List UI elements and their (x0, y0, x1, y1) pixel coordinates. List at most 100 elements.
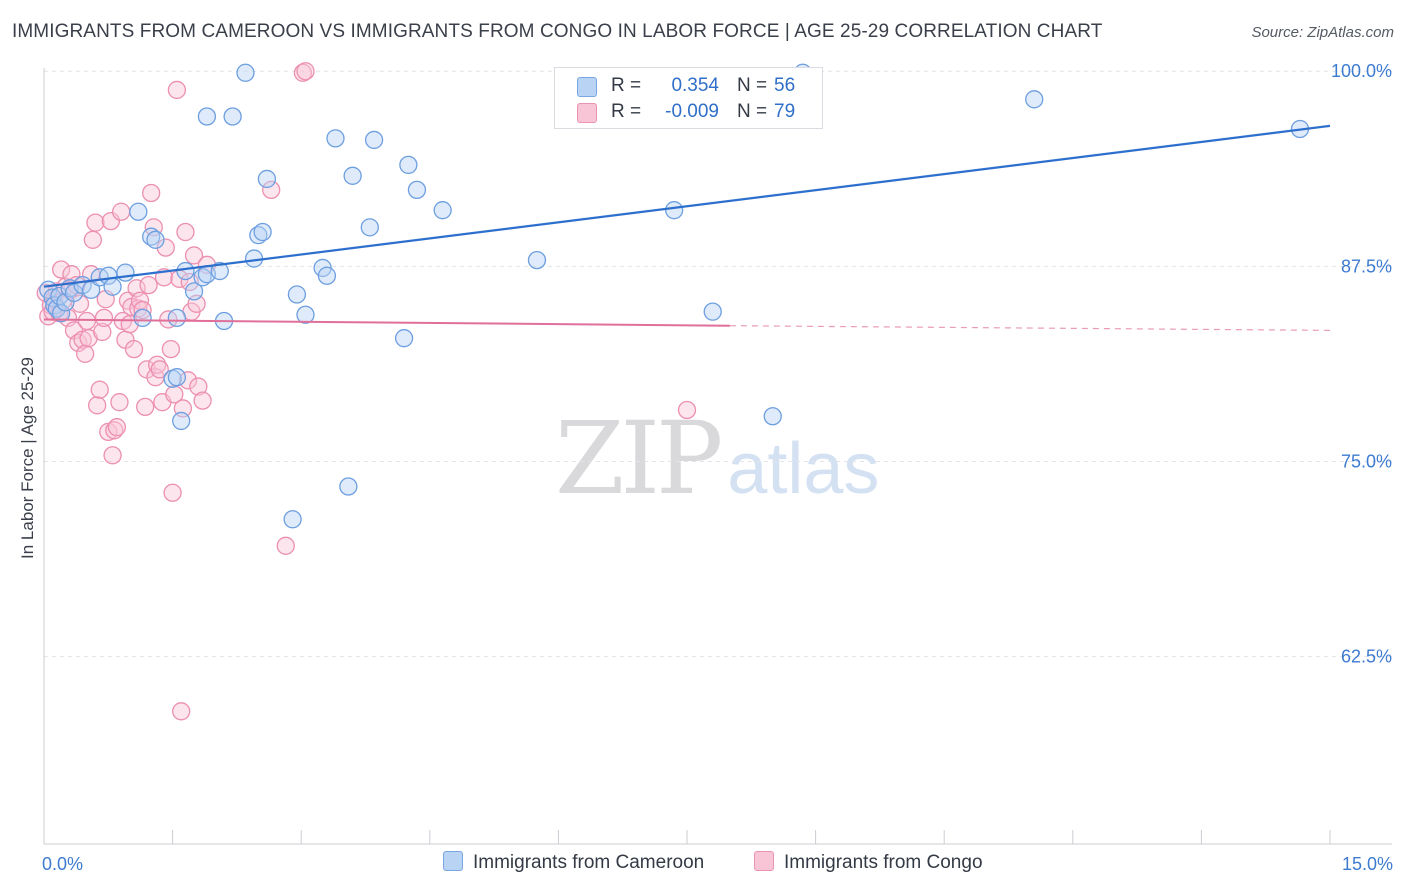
cameroon-point (129, 202, 148, 221)
n-label: N = (737, 75, 768, 96)
grid-layer (44, 70, 1392, 658)
y-tick-label: 87.5% (1341, 256, 1392, 276)
cameroon-point (317, 266, 337, 285)
cameroon-point (167, 368, 187, 387)
source-label: Source: ZipAtlas.com (1251, 24, 1394, 41)
cameroon-point (763, 407, 782, 426)
congo-swatch (577, 103, 597, 123)
congo-point (112, 202, 131, 221)
cameroon-point (146, 230, 165, 249)
congo-point (94, 308, 114, 328)
cameroon-point (527, 250, 547, 270)
cameroon-swatch (577, 77, 597, 97)
r-label: R = (611, 101, 642, 122)
congo-point (107, 418, 127, 437)
congo-point (88, 396, 107, 415)
stats-row-congo: R = -0.009 N = 79 (555, 100, 822, 126)
congo-legend-label: Immigrants from Congo (784, 852, 983, 873)
congo-point (133, 300, 152, 320)
congo-point (262, 180, 281, 200)
congo-point (103, 446, 122, 465)
cameroon-point (133, 308, 152, 328)
cameroon-point (210, 261, 229, 281)
legend-item-congo[interactable]: Immigrants from Congo (754, 851, 983, 874)
cameroon-point (176, 261, 195, 281)
chart-title: IMMIGRANTS FROM CAMEROON VS IMMIGRANTS F… (12, 21, 1103, 42)
cameroon-point (326, 129, 345, 148)
cameroon-point (287, 285, 307, 304)
cameroon-point (116, 263, 135, 282)
congo-point (142, 183, 161, 203)
cameroon-point (51, 304, 71, 323)
cameroon-point (283, 510, 302, 529)
congo-points (36, 62, 697, 721)
cameroon-point (394, 329, 414, 348)
cameroon-point (407, 180, 427, 200)
congo-point (276, 536, 295, 555)
x-tick-label-start: 0.0% (42, 854, 83, 874)
congo-point (124, 339, 144, 359)
tick-label-layer: 100.0% 87.5% 75.0% 62.5% 0.0% 15.0% (42, 61, 1393, 874)
congo-point (184, 246, 204, 265)
congo-trend-line (43, 318, 730, 327)
cameroon-point (343, 166, 362, 185)
cameroon-point (253, 222, 272, 242)
cameroon-points (39, 63, 1310, 529)
congo-point (93, 322, 112, 342)
cameroon-point (172, 411, 191, 431)
congo-legend-swatch (754, 851, 774, 871)
series-legend: Immigrants from Cameroon Immigrants from… (0, 849, 1406, 879)
cameroon-point (223, 107, 242, 126)
cameroon-point (664, 201, 684, 220)
congo-point (76, 344, 95, 363)
congo-point (296, 62, 315, 81)
cameroon-point (257, 169, 277, 189)
cameroon-point (360, 218, 379, 237)
congo-point (136, 397, 155, 417)
cameroon-trend-line (43, 124, 1331, 288)
congo-point (70, 294, 90, 313)
congo-n-value: 79 (774, 101, 796, 122)
congo-point (105, 421, 124, 440)
y-axis-label: In Labor Force | Age 25-29 (18, 357, 37, 559)
y-tick-label: 100.0% (1331, 61, 1392, 81)
congo-point (77, 311, 97, 331)
y-tick-label: 62.5% (1341, 647, 1392, 667)
cameroon-point (197, 107, 217, 126)
congo-point (90, 380, 109, 399)
legend-item-cameroon[interactable]: Immigrants from Cameroon (443, 851, 704, 874)
cameroon-point (296, 305, 315, 324)
cameroon-point (184, 282, 204, 301)
y-tick-label: 75.0% (1341, 452, 1392, 472)
congo-point (99, 422, 118, 442)
x-tick-label-end: 15.0% (1342, 854, 1393, 874)
stats-row-cameroon: R = 0.354 N = 56 (555, 74, 822, 100)
congo-point (150, 360, 169, 379)
cameroon-n-value: 56 (774, 75, 796, 96)
cameroon-point (1025, 90, 1044, 109)
n-label: N = (737, 101, 768, 122)
congo-point (178, 371, 198, 390)
cameroon-point (703, 302, 722, 321)
trend-layer (43, 124, 1331, 331)
cameroon-r-value: 0.354 (671, 75, 719, 96)
cameroon-point (167, 308, 187, 328)
congo-point (73, 330, 92, 349)
congo-point (83, 230, 103, 249)
axis-layer (43, 68, 1392, 845)
congo-point (167, 80, 187, 100)
cameroon-point (339, 477, 358, 496)
congo-point (189, 377, 208, 396)
congo-point (161, 339, 181, 359)
stats-legend: R = 0.354 N = 56 R = -0.009 N = 79 (554, 67, 823, 129)
cameroon-point (433, 201, 452, 220)
cameroon-legend-label: Immigrants from Cameroon (473, 852, 705, 873)
congo-r-value: -0.009 (665, 101, 719, 122)
congo-point (193, 391, 212, 410)
r-label: R = (611, 75, 642, 96)
congo-point (110, 393, 129, 412)
cameroon-point (103, 277, 122, 296)
congo-point (176, 222, 195, 242)
congo-point (677, 400, 697, 420)
